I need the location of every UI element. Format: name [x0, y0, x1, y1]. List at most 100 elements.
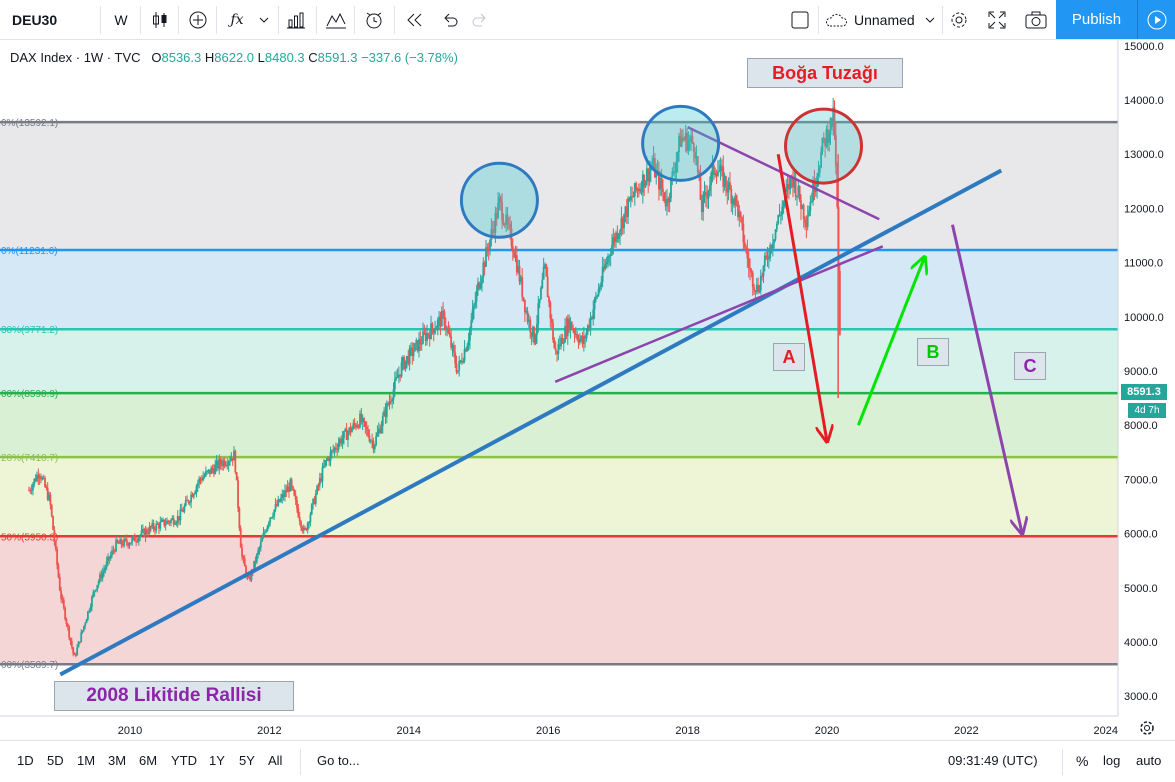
candle-body — [573, 330, 576, 335]
candle-body — [560, 337, 562, 347]
range-6m[interactable]: 6M — [139, 753, 158, 768]
candle-body — [48, 494, 50, 500]
candle-style-icon[interactable] — [146, 4, 174, 36]
settings-gear-icon[interactable] — [944, 4, 974, 36]
candle-body — [245, 566, 247, 577]
indicators-fx-icon[interactable]: ƒx — [230, 12, 244, 28]
range-5y[interactable]: 5Y — [239, 753, 255, 768]
candle-body — [113, 550, 116, 552]
alert-clock-icon[interactable] — [360, 4, 388, 36]
redo-icon[interactable] — [466, 4, 494, 36]
candle-body — [699, 175, 702, 200]
publish-button[interactable]: Publish — [1056, 0, 1137, 39]
candle-body — [135, 541, 138, 543]
candle-body — [450, 336, 453, 348]
candle-body — [623, 214, 625, 228]
candle-body — [455, 363, 458, 373]
range-3m[interactable]: 3M — [108, 753, 127, 768]
fib-band — [0, 536, 1118, 665]
camera-icon[interactable] — [1020, 4, 1052, 36]
price-axis: 3000.0 4000.0 5000.0 6000.0 7000.0 8000.0 9000… — [1117, 40, 1175, 716]
fib-label: 20%(7410.7) — [1, 453, 58, 464]
interval-label: W — [114, 12, 128, 28]
candle-body — [322, 465, 325, 468]
candle-body — [678, 135, 680, 153]
percent-toggle[interactable]: % — [1076, 753, 1089, 769]
candle-body — [628, 198, 631, 201]
price-tick-label: 7000.0 — [1124, 474, 1158, 486]
interval-button[interactable]: W — [106, 4, 136, 36]
divider — [1062, 749, 1063, 775]
legend-o-label: O — [151, 50, 162, 65]
candle-body — [180, 509, 183, 512]
candle-body — [550, 318, 553, 323]
candle-body — [770, 245, 773, 249]
candle-body — [58, 577, 61, 591]
auto-toggle[interactable]: auto — [1136, 753, 1162, 768]
candle-body — [505, 214, 508, 226]
candle-body — [751, 272, 754, 288]
candle-body — [621, 217, 624, 228]
range-ytd[interactable]: YTD — [171, 753, 197, 768]
candle-body — [632, 196, 635, 198]
candle-body — [592, 309, 595, 319]
time-tick-label: 2010 — [118, 725, 142, 737]
templates-icon[interactable] — [322, 4, 350, 36]
candle-body — [375, 436, 377, 446]
divider — [818, 6, 819, 34]
candle-body — [218, 459, 221, 469]
candle-body — [379, 428, 382, 433]
candle-body — [643, 174, 646, 188]
publish-menu-button[interactable] — [1137, 0, 1175, 39]
candle-body — [355, 424, 357, 428]
fullscreen-icon[interactable] — [982, 4, 1012, 36]
range-1y[interactable]: 1Y — [209, 753, 225, 768]
fullscreen-square-icon[interactable] — [786, 4, 814, 36]
candle-body — [60, 590, 63, 599]
replay-icon[interactable] — [400, 4, 428, 36]
candle-body — [249, 577, 251, 581]
layout-name-button[interactable]: Unnamed — [824, 4, 944, 36]
candle-body — [726, 187, 729, 193]
candle-body — [546, 276, 549, 298]
candle-body — [128, 544, 131, 547]
candle-body — [436, 320, 439, 328]
financials-icon[interactable] — [282, 4, 310, 36]
candle-body — [605, 262, 608, 265]
range-1m[interactable]: 1M — [77, 753, 96, 768]
candle-body — [530, 332, 533, 337]
price-chart[interactable]: 0%(13592.1) 0%(11231.6) 30%(9771.2) 00%(859… — [0, 40, 1175, 740]
label-c[interactable]: C — [1014, 352, 1046, 380]
candle-body — [364, 421, 367, 427]
goto-button[interactable]: Go to... — [317, 753, 360, 768]
candle-body — [653, 158, 656, 178]
candle-body — [446, 328, 449, 330]
candle-body — [706, 195, 709, 199]
candle-body — [647, 168, 650, 182]
compare-plus-icon[interactable] — [184, 4, 212, 36]
candle-body — [792, 176, 794, 188]
candle-body — [175, 522, 178, 524]
log-toggle[interactable]: log — [1103, 753, 1121, 768]
range-5d[interactable]: 5D — [47, 753, 64, 768]
candle-body — [150, 526, 152, 528]
candle-body — [730, 188, 733, 204]
range-all[interactable]: All — [268, 753, 283, 768]
divider — [354, 6, 355, 34]
candle-body — [633, 183, 636, 197]
candle-body — [581, 336, 584, 345]
label-a[interactable]: A — [773, 343, 805, 371]
rally-label[interactable]: 2008 Likitide Rallisi — [54, 681, 294, 711]
chevron-down-icon[interactable] — [254, 4, 274, 36]
range-1d[interactable]: 1D — [17, 753, 34, 768]
label-b[interactable]: B — [917, 338, 949, 366]
bull-trap-label[interactable]: Boğa Tuzağı — [747, 58, 903, 88]
candle-body — [373, 445, 376, 450]
undo-icon[interactable] — [436, 4, 464, 36]
candle-body — [615, 232, 617, 242]
candle-body — [825, 129, 828, 147]
candle-body — [140, 530, 143, 536]
symbol-search[interactable]: DEU30 — [6, 4, 72, 36]
candle-body — [235, 472, 238, 481]
candle-body — [648, 170, 651, 182]
